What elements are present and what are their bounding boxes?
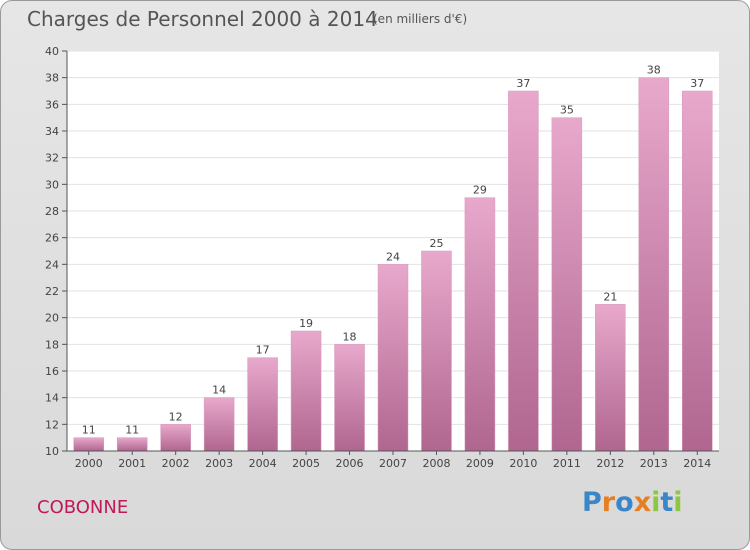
logo-letter: o <box>615 487 634 518</box>
logo-letter: i <box>651 487 661 518</box>
data-label-2007: 24 <box>386 250 400 263</box>
bar-2005 <box>290 330 322 452</box>
y-tick-label: 30 <box>45 178 59 191</box>
x-tick-label: 2000 <box>75 457 103 470</box>
logo-letter: x <box>633 487 652 518</box>
bar-2001 <box>116 437 148 452</box>
y-tick-label: 12 <box>45 418 59 431</box>
y-tick-label: 36 <box>45 98 59 111</box>
data-label-2005: 19 <box>299 317 313 330</box>
bar-2008 <box>421 250 452 452</box>
bar-2004 <box>247 357 278 452</box>
bars <box>73 77 713 452</box>
y-tick-label: 20 <box>45 312 59 325</box>
data-label-2011: 35 <box>560 104 574 117</box>
chart-title: Charges de Personnel 2000 à 2014 <box>27 7 378 31</box>
logo-letter: t <box>660 487 674 518</box>
bar-2003 <box>203 397 235 452</box>
x-tick-label: 2005 <box>292 457 320 470</box>
data-label-2014: 37 <box>690 77 704 90</box>
logo-letter: i <box>673 487 683 518</box>
bar-2012 <box>595 304 626 452</box>
y-tick-label: 26 <box>45 232 59 245</box>
axes: 10 12 14 16 18 20 22 24 26 28 30 32 34 36 38 40 2000 2001… <box>45 45 719 470</box>
y-tick-label: 22 <box>45 285 59 298</box>
y-tick-label: 28 <box>45 205 59 218</box>
chart-unit-subtitle: (en milliers d'€) <box>373 12 468 26</box>
data-label-2002: 12 <box>169 410 183 423</box>
logo-letter: P <box>582 487 602 518</box>
data-label-2001: 11 <box>125 424 139 437</box>
bar-2009 <box>464 197 496 452</box>
x-tick-label: 2012 <box>596 457 624 470</box>
bar-2014 <box>682 90 713 452</box>
data-label-2000: 11 <box>82 424 96 437</box>
bar-2013 <box>638 77 670 452</box>
x-tick-label: 2004 <box>249 457 277 470</box>
data-label-2006: 18 <box>343 330 357 343</box>
data-labels: 11 11 12 14 17 19 18 24 25 29 37 35 21 38 37 <box>82 64 705 437</box>
y-tick-label: 10 <box>45 445 59 458</box>
x-tick-label: 2014 <box>683 457 711 470</box>
y-tick-label: 34 <box>45 125 59 138</box>
data-label-2003: 14 <box>212 384 226 397</box>
x-tick-label: 2001 <box>118 457 146 470</box>
y-tick-label: 24 <box>45 258 59 271</box>
x-tick-label: 2013 <box>640 457 668 470</box>
y-tick-label: 38 <box>45 72 59 85</box>
commune-name: COBONNE <box>37 497 129 518</box>
y-tick-label: 40 <box>45 45 59 58</box>
x-tick-label: 2002 <box>162 457 190 470</box>
x-tick-label: 2010 <box>509 457 537 470</box>
data-label-2012: 21 <box>603 290 617 303</box>
bar-2006 <box>334 344 365 452</box>
x-tick-label: 2011 <box>553 457 581 470</box>
data-label-2013: 38 <box>647 64 661 77</box>
x-tick-label: 2006 <box>336 457 364 470</box>
x-tick-label: 2008 <box>422 457 450 470</box>
y-tick-label: 16 <box>45 365 59 378</box>
x-tick-label: 2009 <box>466 457 494 470</box>
bar-2000 <box>73 437 104 452</box>
data-label-2010: 37 <box>516 77 530 90</box>
bar-2007 <box>377 264 409 452</box>
y-tick-label: 32 <box>45 152 59 165</box>
bar-2011 <box>551 117 583 452</box>
data-label-2009: 29 <box>473 184 487 197</box>
bar-2010 <box>508 90 539 452</box>
x-tick-label: 2007 <box>379 457 407 470</box>
y-tick-label: 14 <box>45 392 59 405</box>
data-label-2004: 17 <box>256 344 270 357</box>
bar-2002 <box>160 424 191 452</box>
proxiti-logo[interactable]: Proxiti <box>582 487 683 518</box>
data-label-2008: 25 <box>429 237 443 250</box>
x-tick-label: 2003 <box>205 457 233 470</box>
logo-letter: r <box>601 487 616 518</box>
y-tick-label: 18 <box>45 338 59 351</box>
